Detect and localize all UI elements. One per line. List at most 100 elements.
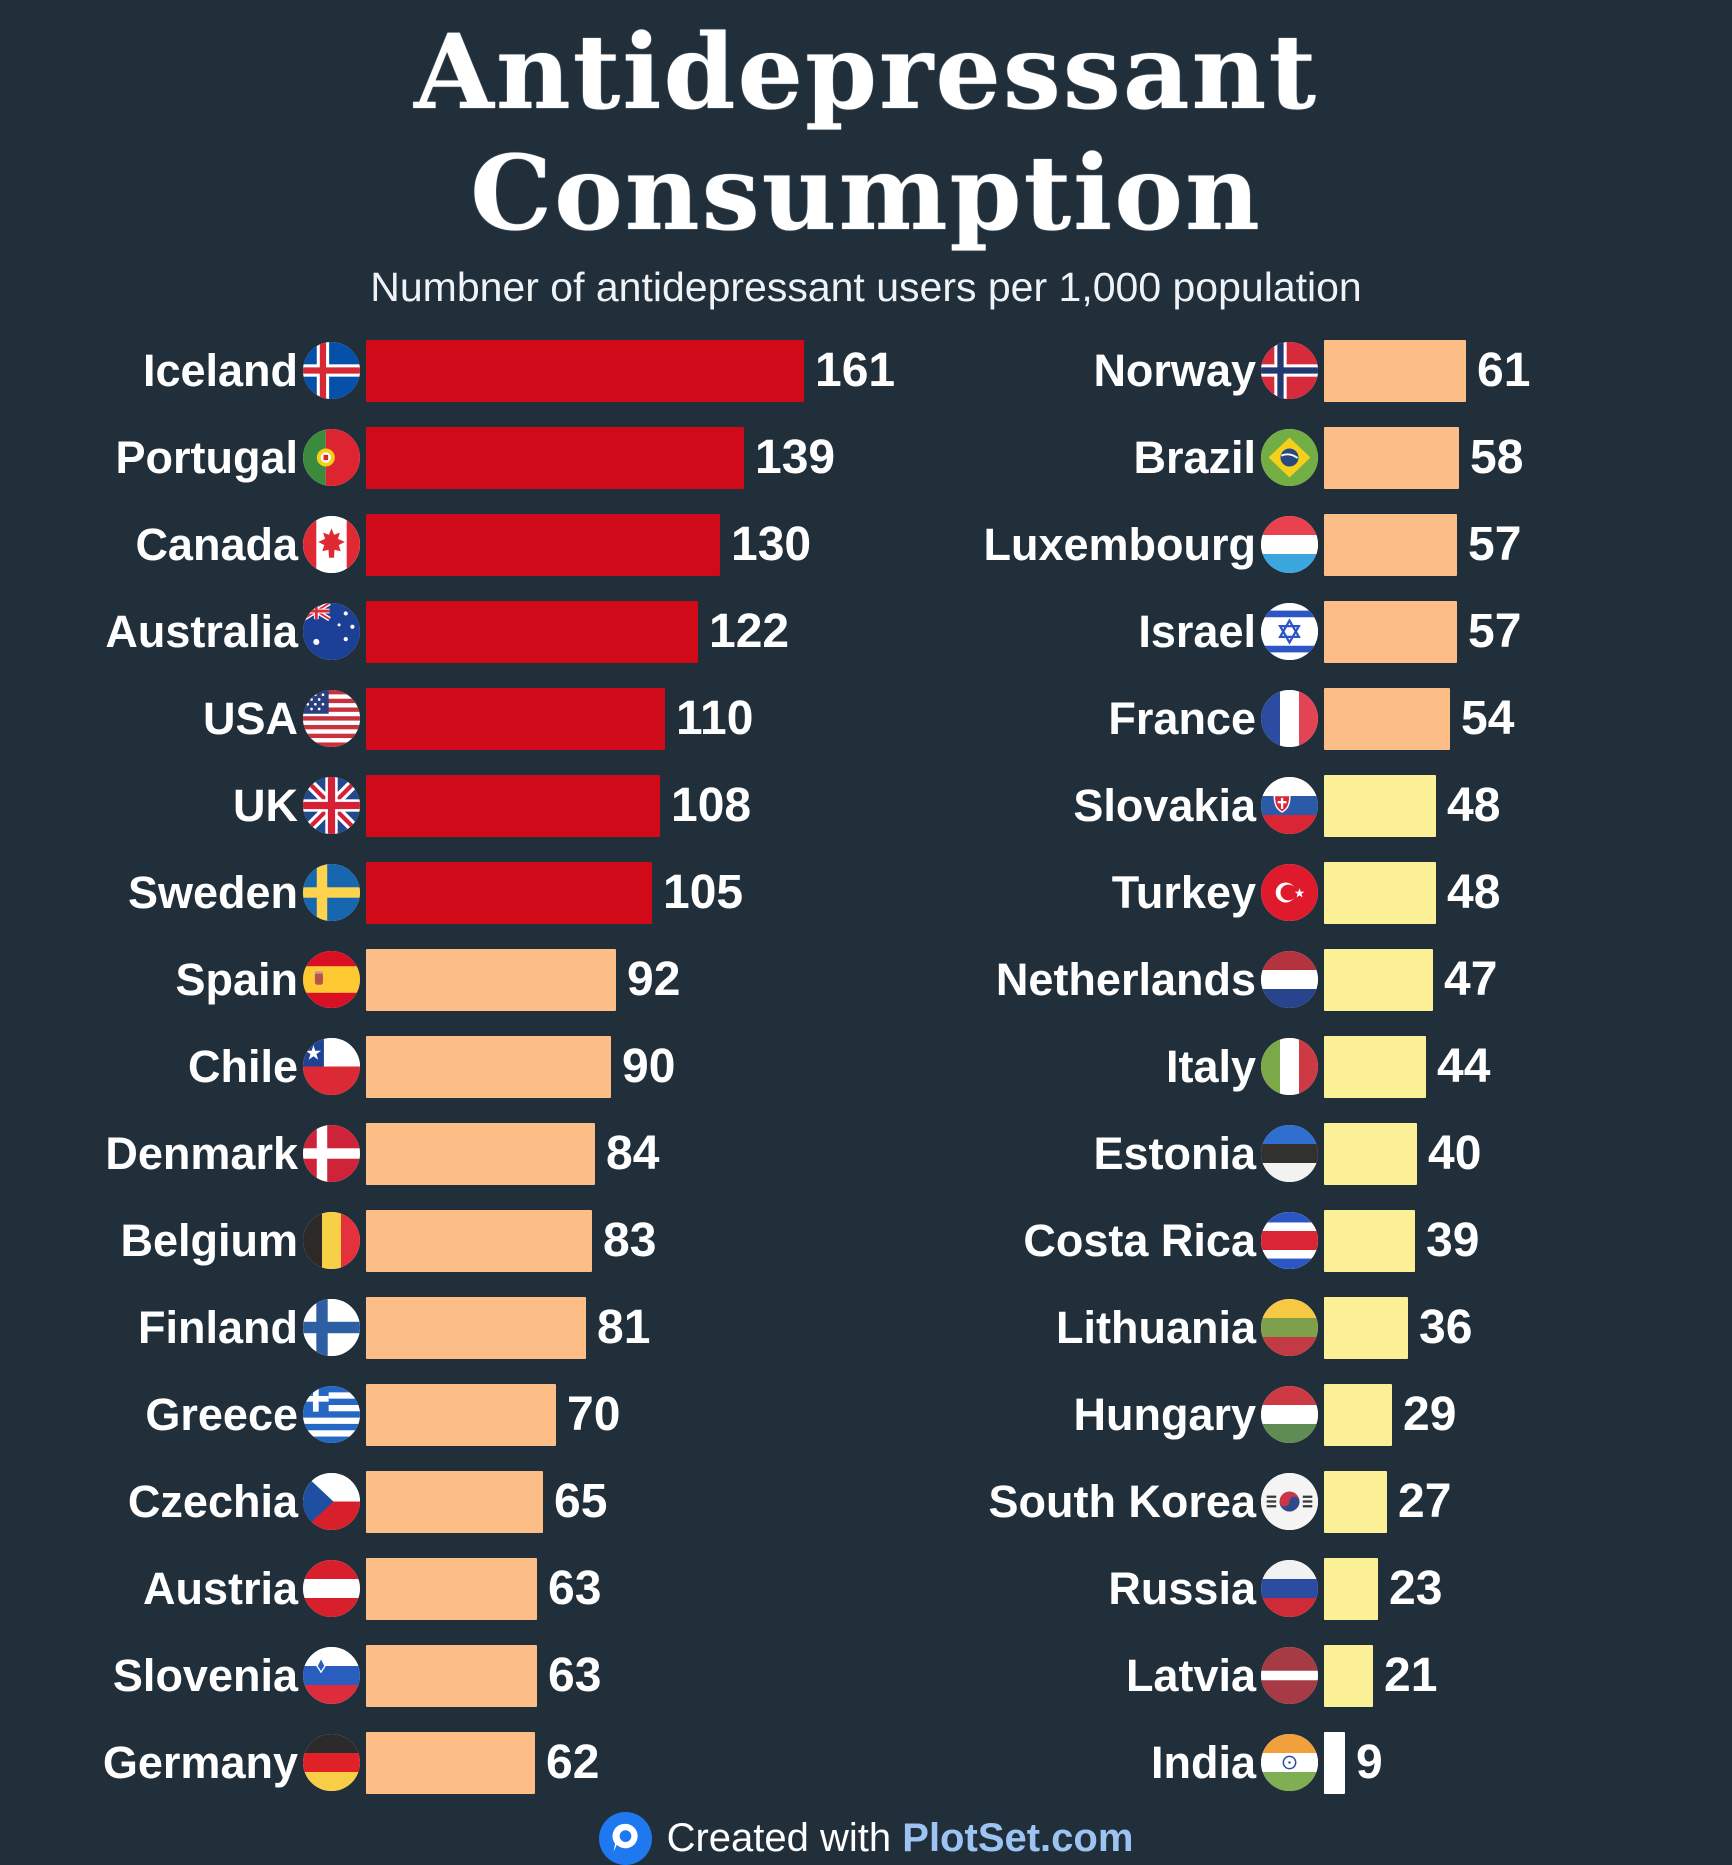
chile-flag-icon — [303, 1038, 360, 1095]
country-label: Germany — [102, 1736, 298, 1788]
value-bar — [366, 513, 720, 576]
chart-row: Czechia 65 — [0, 1458, 866, 1545]
slovakia-flag-icon — [1261, 777, 1318, 834]
country-label: Denmark — [105, 1127, 298, 1179]
usa-flag-icon — [303, 690, 360, 747]
finland-flag-icon — [303, 1299, 360, 1356]
chart-row: Slovenia 63 — [0, 1632, 866, 1719]
value-bar — [366, 426, 744, 489]
chart-row: Latvia 21 — [866, 1632, 1732, 1719]
country-label: Spain — [175, 953, 298, 1005]
country-label: USA — [202, 692, 298, 744]
value-label: 62 — [546, 1736, 600, 1789]
value-label: 70 — [567, 1388, 621, 1441]
france-flag-icon — [1261, 690, 1318, 747]
value-bar — [1324, 1470, 1387, 1533]
chart-row: Turkey 48 — [866, 849, 1732, 936]
value-label: 40 — [1428, 1127, 1482, 1180]
value-label: 63 — [548, 1649, 602, 1702]
value-bar — [366, 1731, 535, 1794]
chart-row: Lithuania 36 — [866, 1284, 1732, 1371]
bar-chart: Iceland 161 Portugal 139 Canada 130 Australia 1… — [0, 327, 1732, 1806]
chart-subtitle: Numbner of antidepressant users per 1,00… — [370, 264, 1362, 310]
czechia-flag-icon — [303, 1473, 360, 1530]
value-label: 105 — [663, 866, 744, 919]
value-bar — [366, 1035, 611, 1098]
latvia-flag-icon — [1261, 1647, 1318, 1704]
value-label: 65 — [554, 1475, 608, 1528]
turkey-flag-icon — [1261, 864, 1318, 921]
country-label: Turkey — [1111, 866, 1256, 918]
chart-row: Russia 23 — [866, 1545, 1732, 1632]
value-label: 36 — [1419, 1301, 1473, 1354]
value-bar — [1324, 1296, 1408, 1359]
hungary-flag-icon — [1261, 1386, 1318, 1443]
lithuania-flag-icon — [1261, 1299, 1318, 1356]
value-bar — [1324, 339, 1466, 402]
country-label: Canada — [135, 518, 298, 570]
value-label: 9 — [1356, 1736, 1383, 1789]
value-bar — [366, 1209, 592, 1272]
country-label: Portugal — [115, 431, 298, 483]
value-label: 44 — [1437, 1040, 1491, 1093]
australia-flag-icon — [303, 603, 360, 660]
value-bar — [1324, 1731, 1345, 1794]
value-bar — [366, 861, 652, 924]
country-label: Belgium — [120, 1214, 298, 1266]
country-label: Finland — [138, 1301, 298, 1353]
chart-row: Brazil 58 — [866, 414, 1732, 501]
luxembourg-flag-icon — [1261, 516, 1318, 573]
country-label: Hungary — [1073, 1388, 1256, 1440]
value-label: 48 — [1447, 866, 1501, 919]
country-label: Norway — [1093, 344, 1256, 396]
value-label: 83 — [603, 1214, 657, 1267]
country-label: Australia — [105, 605, 298, 657]
portugal-flag-icon — [303, 429, 360, 486]
india-flag-icon — [1261, 1734, 1318, 1791]
value-label: 122 — [709, 605, 790, 658]
value-bar — [366, 1122, 595, 1185]
value-label: 47 — [1444, 953, 1498, 1006]
plotset-pin-icon — [598, 1812, 652, 1865]
value-bar — [1324, 1122, 1417, 1185]
value-label: 81 — [597, 1301, 651, 1354]
value-bar — [366, 774, 660, 837]
value-bar — [366, 1557, 537, 1620]
value-label: 161 — [815, 344, 896, 397]
canada-flag-icon — [303, 516, 360, 573]
country-label: Netherlands — [995, 953, 1256, 1005]
country-label: Slovakia — [1073, 779, 1256, 831]
chart-row: Greece 70 — [0, 1371, 866, 1458]
value-bar — [366, 687, 665, 750]
value-bar — [1324, 1383, 1392, 1446]
value-label: 57 — [1468, 518, 1522, 571]
country-label: Brazil — [1133, 431, 1256, 483]
chart-row: Portugal 139 — [0, 414, 866, 501]
chart-row: Austria 63 — [0, 1545, 866, 1632]
austria-flag-icon — [303, 1560, 360, 1617]
greece-flag-icon — [303, 1386, 360, 1443]
country-label: Israel — [1138, 605, 1256, 657]
value-bar — [1324, 948, 1433, 1011]
sweden-flag-icon — [303, 864, 360, 921]
country-label: Luxembourg — [983, 518, 1256, 570]
chart-column-left: Iceland 161 Portugal 139 Canada 130 Australia 1… — [0, 327, 895, 1806]
value-bar — [1324, 1557, 1378, 1620]
country-label: France — [1108, 692, 1256, 744]
value-bar — [1324, 861, 1436, 924]
value-label: 23 — [1389, 1562, 1443, 1615]
value-label: 92 — [627, 953, 681, 1006]
country-label: Estonia — [1093, 1127, 1256, 1179]
israel-flag-icon — [1261, 603, 1318, 660]
estonia-flag-icon — [1261, 1125, 1318, 1182]
chart-row: USA 110 — [0, 675, 866, 762]
country-label: Slovenia — [112, 1649, 298, 1701]
country-label: Russia — [1108, 1562, 1256, 1614]
chart-row: Finland 81 — [0, 1284, 866, 1371]
country-label: UK — [233, 779, 298, 831]
value-label: 21 — [1384, 1649, 1438, 1702]
value-label: 139 — [755, 431, 836, 484]
value-bar — [366, 1383, 556, 1446]
chart-row: Italy 44 — [866, 1023, 1732, 1110]
value-label: 63 — [548, 1562, 602, 1615]
